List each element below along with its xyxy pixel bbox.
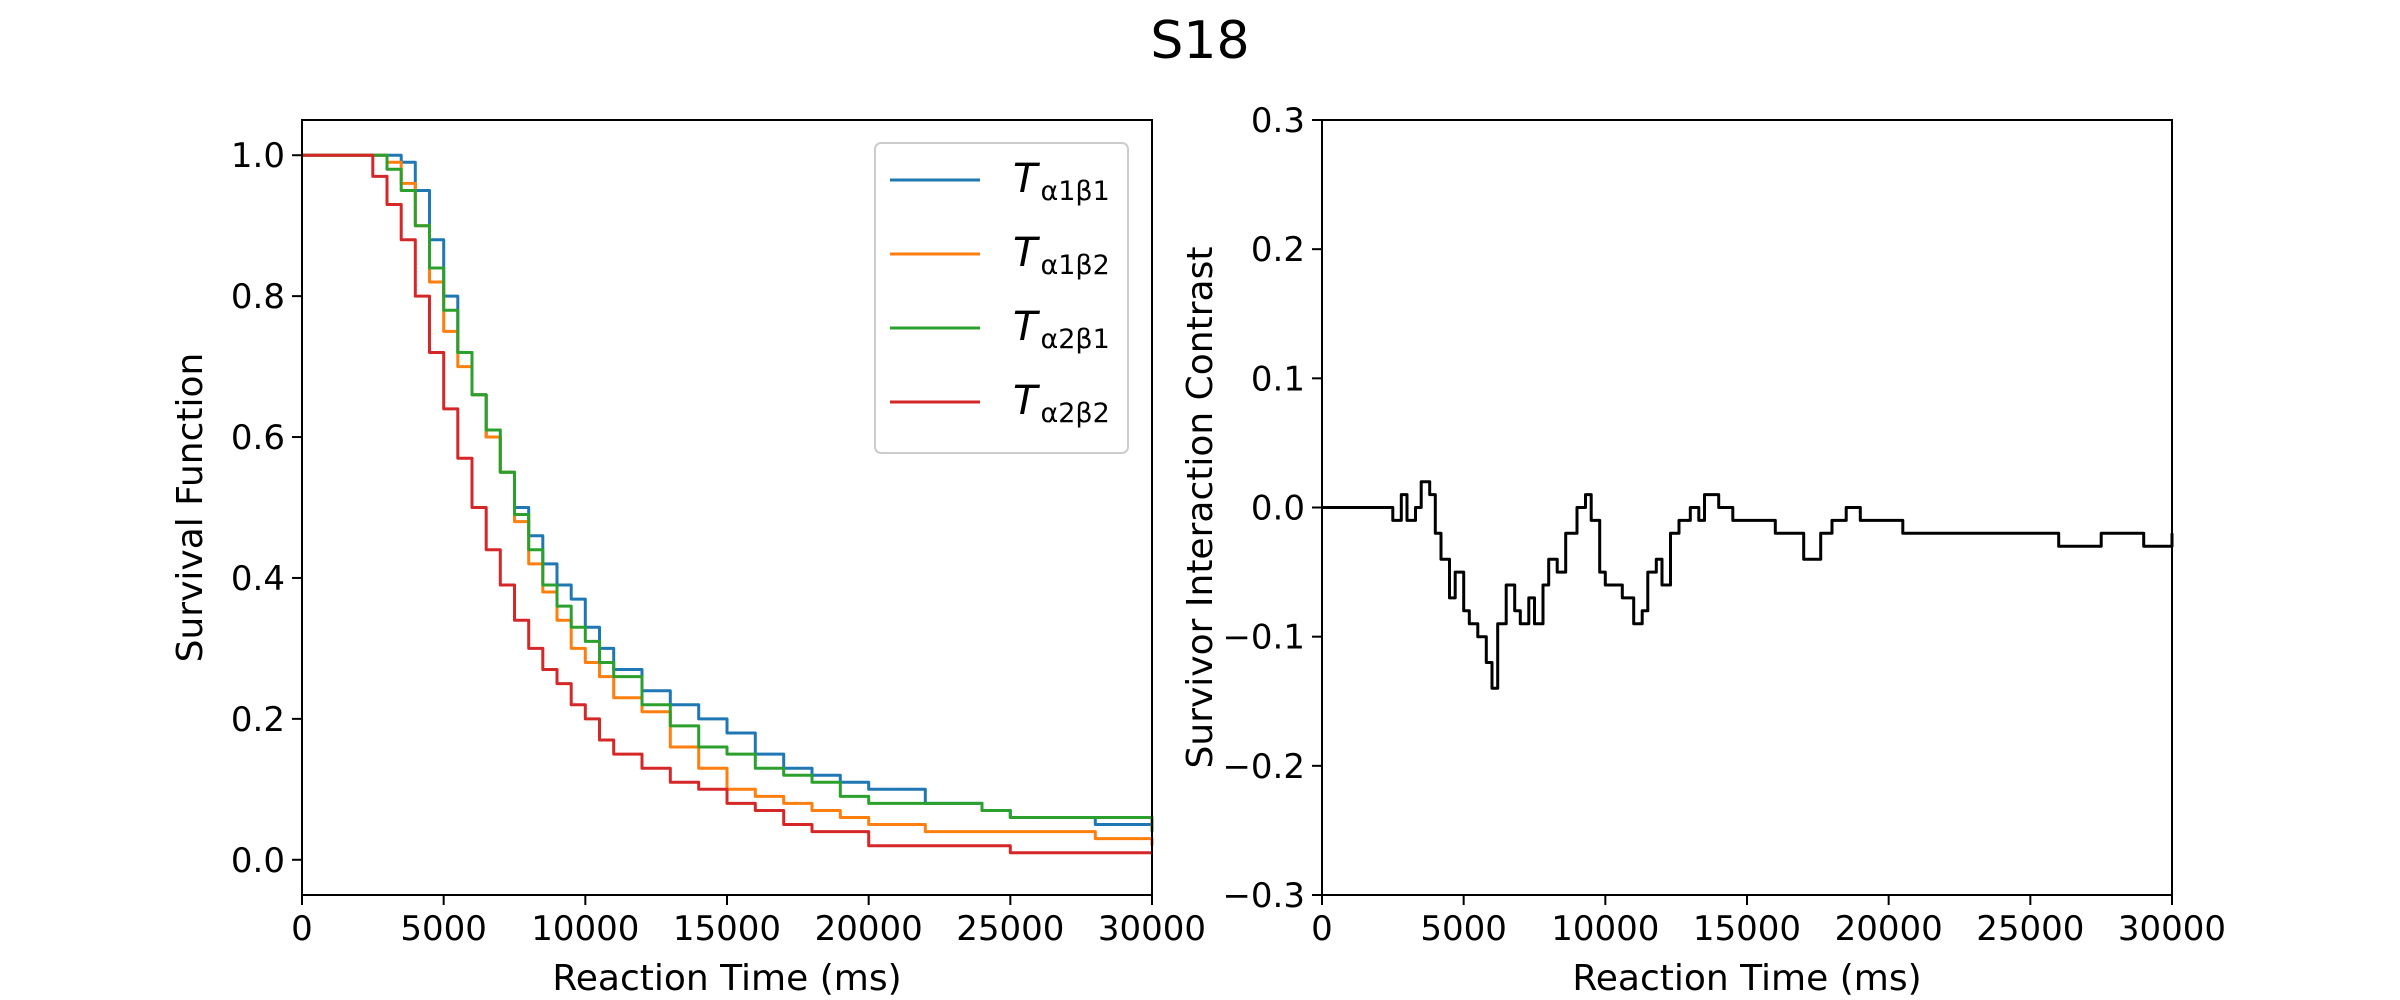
y-tick-label: −0.1 — [1222, 618, 1305, 658]
y-tick-label: 0.4 — [231, 559, 285, 599]
series-line-Tα2β1 — [302, 153, 1154, 832]
y-tick-label: 0.3 — [1251, 101, 1305, 141]
x-tick-label: 15000 — [1693, 909, 1801, 949]
x-tick-label: 0 — [1311, 909, 1333, 949]
legend-box — [874, 142, 1129, 454]
x-tick-label: 20000 — [815, 909, 923, 949]
x-tick-label: 25000 — [956, 909, 1064, 949]
x-axis-label: Reaction Time (ms) — [1572, 958, 1921, 999]
y-tick-label: −0.3 — [1222, 876, 1305, 916]
survival-function-chart: 0 5000 10000 15000 20000 25000 30000 0.0 0.2 0.4 0… — [170, 119, 1206, 999]
y-tick-label: 1.0 — [231, 136, 285, 176]
x-tick-label: 25000 — [1976, 909, 2084, 949]
y-tick-label: 0.2 — [231, 700, 285, 740]
y-tick-label: 0.0 — [1251, 489, 1305, 529]
x-tick-label: 30000 — [2118, 909, 2226, 949]
y-tick-label: 0.0 — [231, 841, 285, 881]
x-tick-label: 0 — [291, 909, 313, 949]
plot-frame — [301, 119, 1153, 896]
y-tick-label: 0.1 — [1251, 359, 1305, 399]
y-axis-label: Survival Function — [170, 353, 211, 663]
y-tick-label: −0.2 — [1222, 747, 1305, 787]
x-tick-label: 5000 — [1420, 909, 1507, 949]
sic-chart: 0 5000 10000 15000 20000 25000 30000 −0.3 −0.2 −0… — [1180, 101, 2226, 999]
figure-title: S18 — [1150, 11, 1249, 71]
x-tick-label: 20000 — [1835, 909, 1943, 949]
y-tick-label: 0.2 — [1251, 230, 1305, 270]
series-line-Tα2β2 — [302, 153, 1152, 855]
x-tick-label: 10000 — [1551, 909, 1659, 949]
x-tick-label: 5000 — [400, 909, 487, 949]
y-tick-label: 0.8 — [231, 277, 285, 317]
x-axis-label: Reaction Time (ms) — [552, 958, 901, 999]
x-tick-label: 30000 — [1098, 909, 1206, 949]
y-axis-label: Survivor Interaction Contrast — [1180, 247, 1221, 769]
plot-frame — [1321, 119, 2173, 896]
x-tick-label: 15000 — [673, 909, 781, 949]
series-line-SIC — [1322, 480, 2174, 690]
x-tick-label: 10000 — [531, 909, 639, 949]
y-tick-label: 0.6 — [231, 418, 285, 458]
